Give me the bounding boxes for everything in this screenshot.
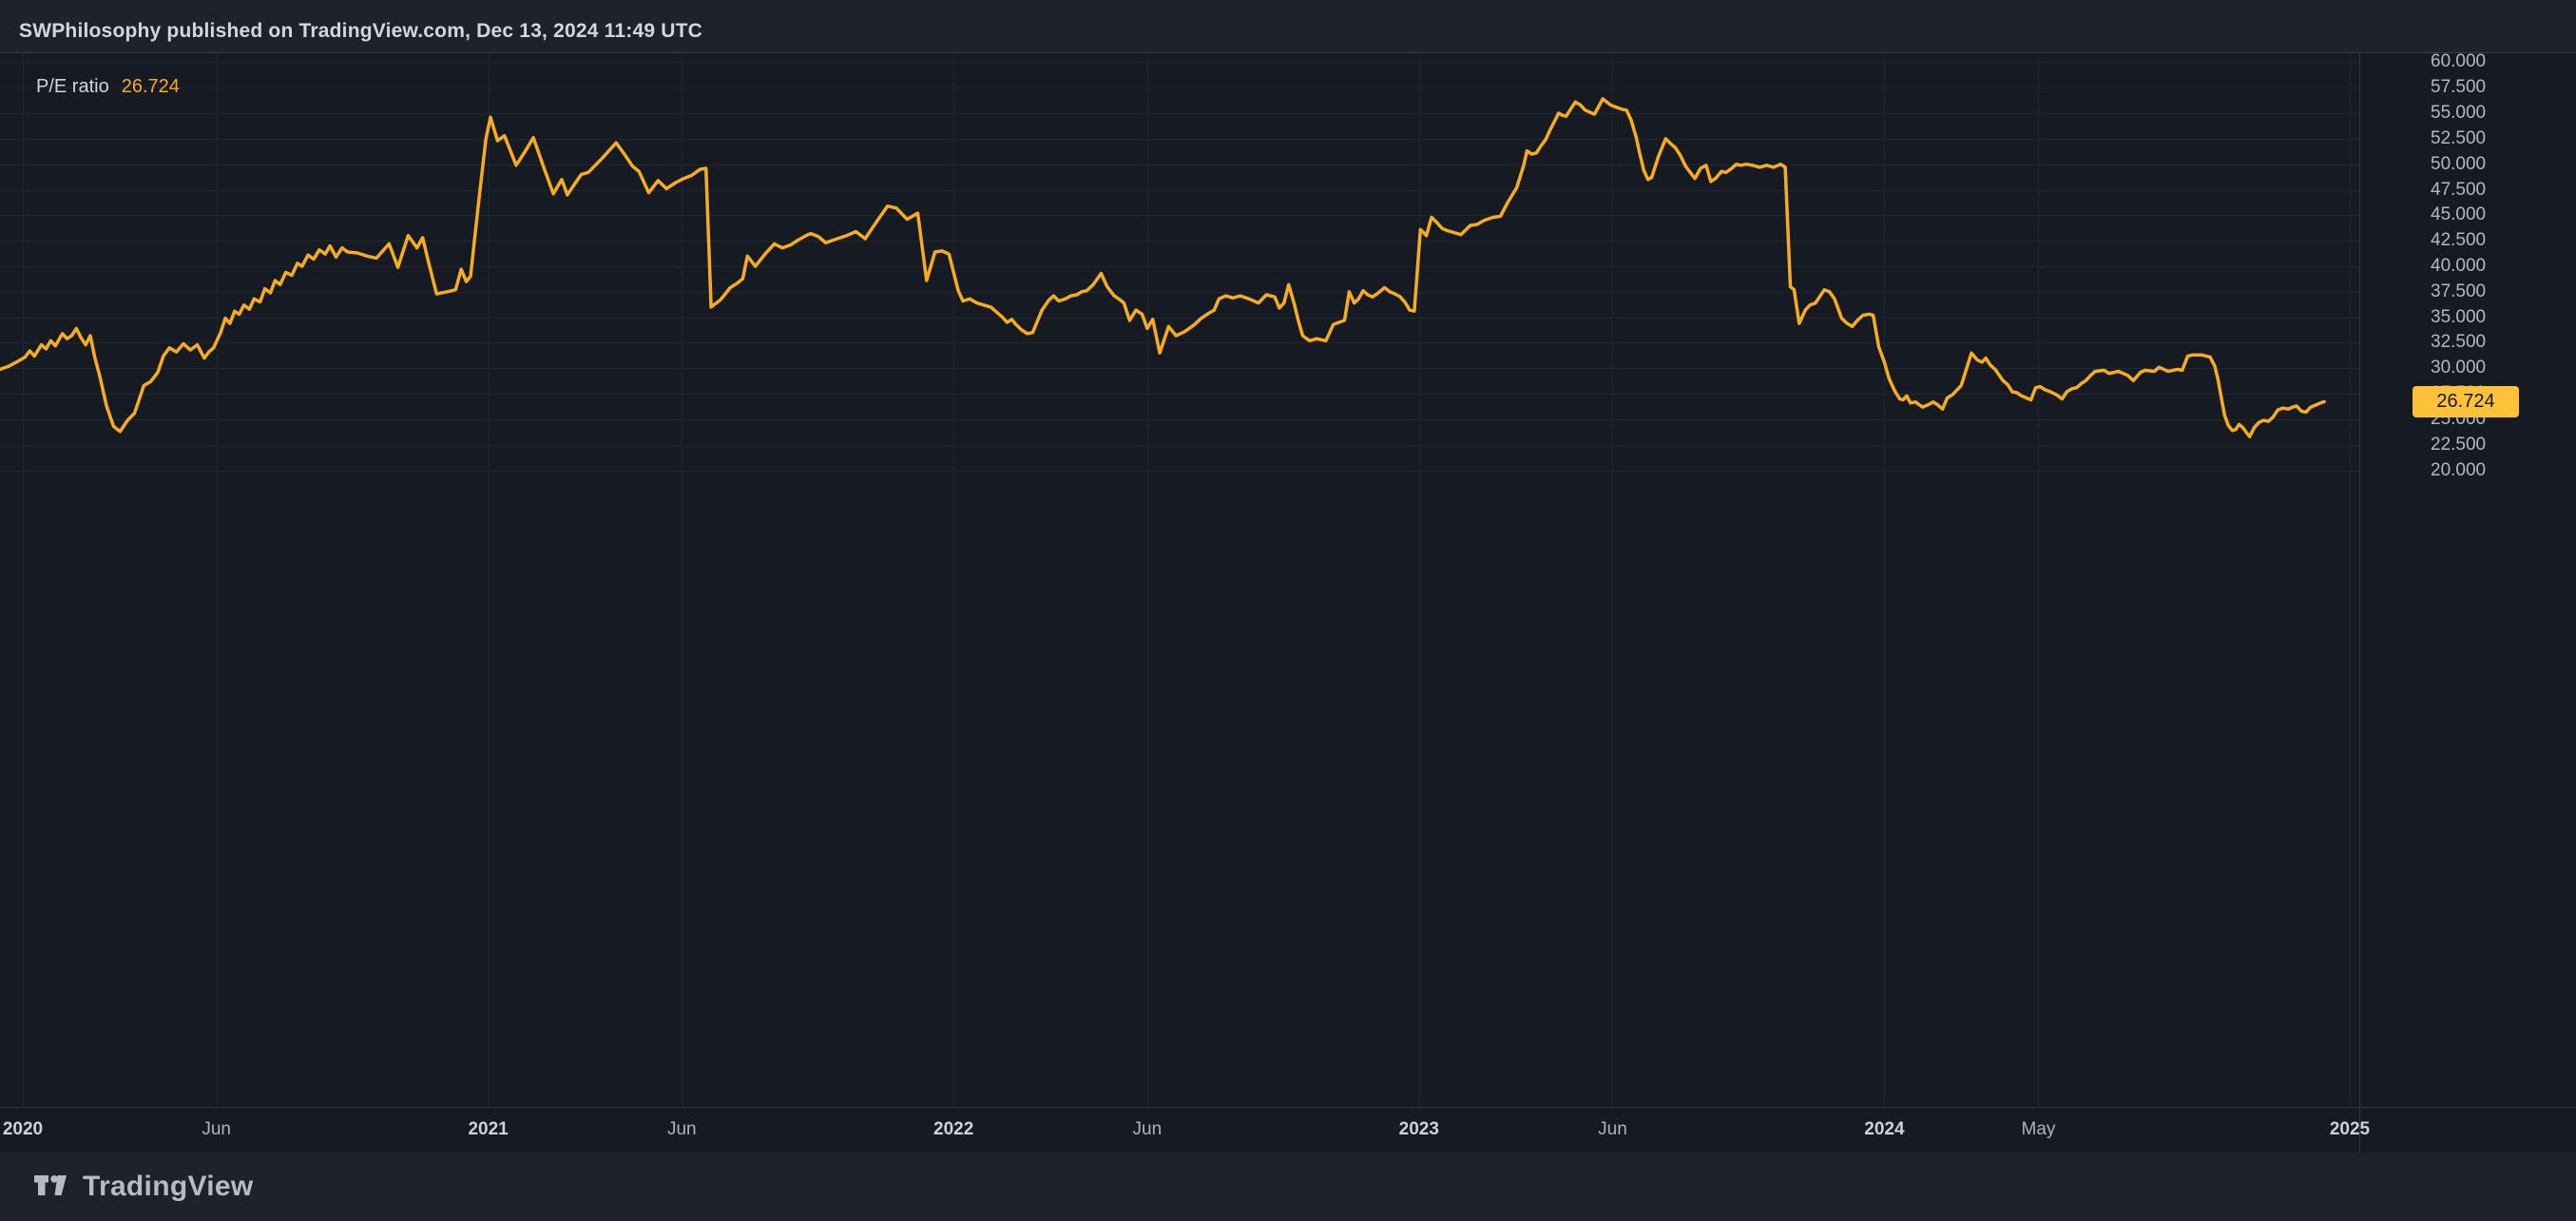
time-tick-label: 2020 (2, 1119, 44, 1139)
time-tick-label: Jun (666, 1119, 697, 1139)
publication-title: SWPhilosophy published on TradingView.co… (19, 20, 703, 42)
price-tick-label: 60.000 (2431, 51, 2487, 72)
price-tick-label: 22.500 (2431, 434, 2487, 455)
price-tick-label: 45.000 (2431, 204, 2487, 225)
indicator-last-value: 26.724 (121, 76, 180, 97)
price-tick-label: 30.000 (2431, 358, 2487, 378)
price-tick-label: 37.500 (2431, 281, 2487, 301)
pe-ratio-line-chart[interactable] (0, 53, 2576, 1153)
footer-bar: TradingView (0, 1153, 2576, 1221)
indicator-name: P/E ratio (36, 76, 109, 97)
tradingview-brand[interactable]: TradingView (34, 1171, 254, 1202)
time-tick-label: 2024 (1864, 1119, 1905, 1139)
price-tick-label: 35.000 (2431, 306, 2487, 327)
tradingview-logo-icon (34, 1175, 67, 1195)
price-tick-label: 55.000 (2431, 103, 2487, 124)
time-tick-label: Jun (1598, 1119, 1627, 1139)
time-tick-label: 2022 (933, 1119, 974, 1139)
chart-region: P/E ratio 26.724 60.000 57.500 55.000 52.500… (0, 51, 2576, 1153)
time-tick-label: 2025 (2329, 1119, 2371, 1139)
time-tick-label: Jun (1132, 1119, 1163, 1139)
header-bar: SWPhilosophy published on TradingView.co… (0, 0, 2576, 52)
price-tick-label: 52.500 (2431, 127, 2487, 148)
last-price-text: 26.724 (2436, 391, 2495, 413)
price-tick-label: 42.500 (2431, 230, 2487, 251)
last-price-badge: 26.724 (2413, 386, 2519, 418)
indicator-legend[interactable]: P/E ratio 26.724 (36, 76, 180, 98)
time-tick-label: May (2021, 1119, 2056, 1139)
price-tick-label: 57.500 (2431, 77, 2487, 98)
price-tick-label: 40.000 (2431, 255, 2487, 276)
pe-ratio-series-line (0, 97, 2326, 438)
tradingview-wordmark: TradingView (83, 1171, 254, 1202)
time-tick-label: 2021 (468, 1119, 509, 1139)
price-axis-border (2359, 53, 2360, 1153)
time-axis-border (0, 1107, 2576, 1108)
price-tick-label: 32.500 (2431, 332, 2487, 353)
price-tick-label: 50.000 (2431, 153, 2487, 174)
gridlines (0, 53, 2359, 1107)
price-tick-label: 47.500 (2431, 179, 2487, 200)
time-tick-label: 2023 (1398, 1119, 1439, 1139)
time-tick-label: Jun (202, 1119, 231, 1139)
price-tick-label: 20.000 (2431, 459, 2487, 480)
